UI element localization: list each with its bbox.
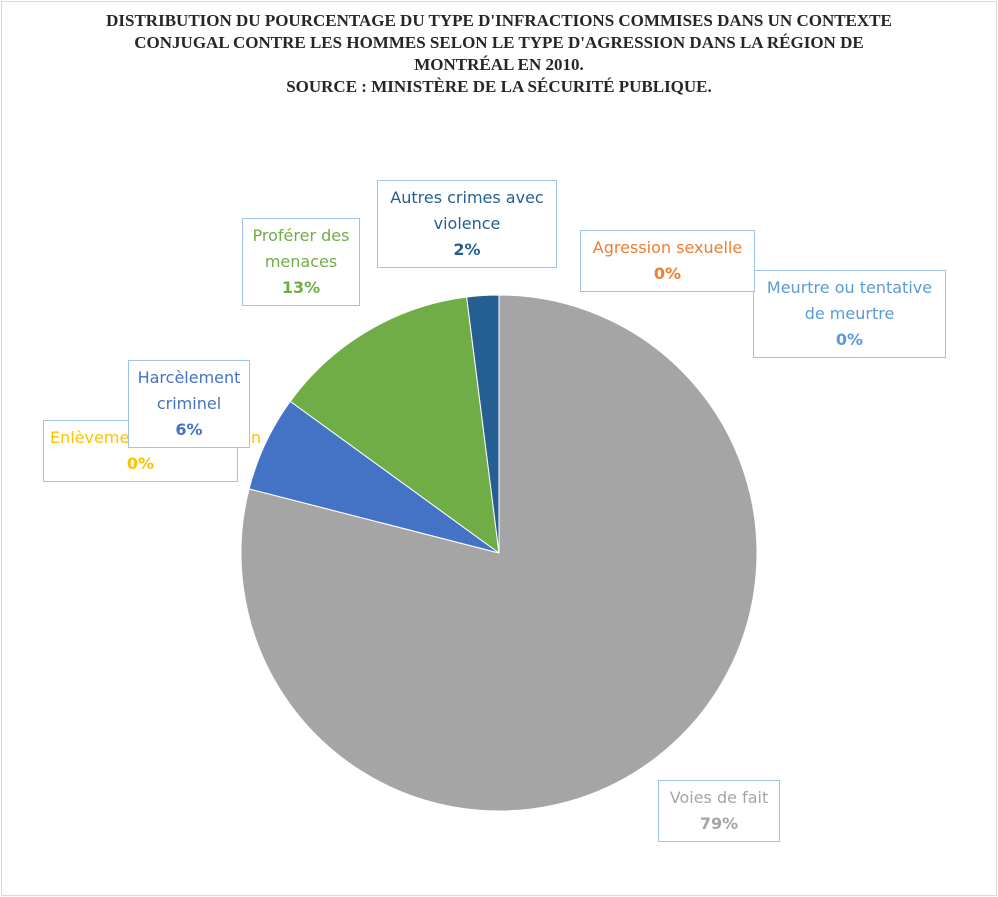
chart-title: DISTRIBUTION DU POURCENTAGE DU TYPE D'IN… <box>106 11 892 74</box>
data-label: Agression sexuelle 0% <box>580 230 755 292</box>
pie-slice <box>289 296 500 555</box>
label-value: 6% <box>175 420 203 439</box>
data-label: Proférer des menaces 13% <box>242 218 360 306</box>
label-value: 79% <box>699 814 739 833</box>
label-name: Voies de fait <box>669 788 769 807</box>
pie-slice <box>466 294 500 554</box>
data-label: Voies de fait 79% <box>658 780 780 842</box>
label-value: 0% <box>126 454 155 473</box>
label-value: 0% <box>653 264 682 283</box>
label-name: Autres crimes avec violence <box>390 188 544 233</box>
label-name: Harcèlement criminel <box>137 368 241 413</box>
data-label: Autres crimes avec violence 2% <box>377 180 557 268</box>
label-value: 13% <box>281 278 321 297</box>
label-value: 0% <box>835 330 864 349</box>
label-value: 2% <box>453 240 481 259</box>
label-name: Meurtre ou tentative de meurtre <box>766 278 933 323</box>
label-name: Proférer des menaces <box>252 226 350 271</box>
chart-subtitle: SOURCE : MINISTÈRE DE LA SÉCURITÉ PUBLIQ… <box>286 77 712 96</box>
pie-slice <box>240 294 758 812</box>
data-label: Meurtre ou tentative de meurtre 0% <box>753 270 946 358</box>
data-label: Harcèlement criminel 6% <box>128 360 250 448</box>
label-name: Agression sexuelle <box>592 238 743 257</box>
